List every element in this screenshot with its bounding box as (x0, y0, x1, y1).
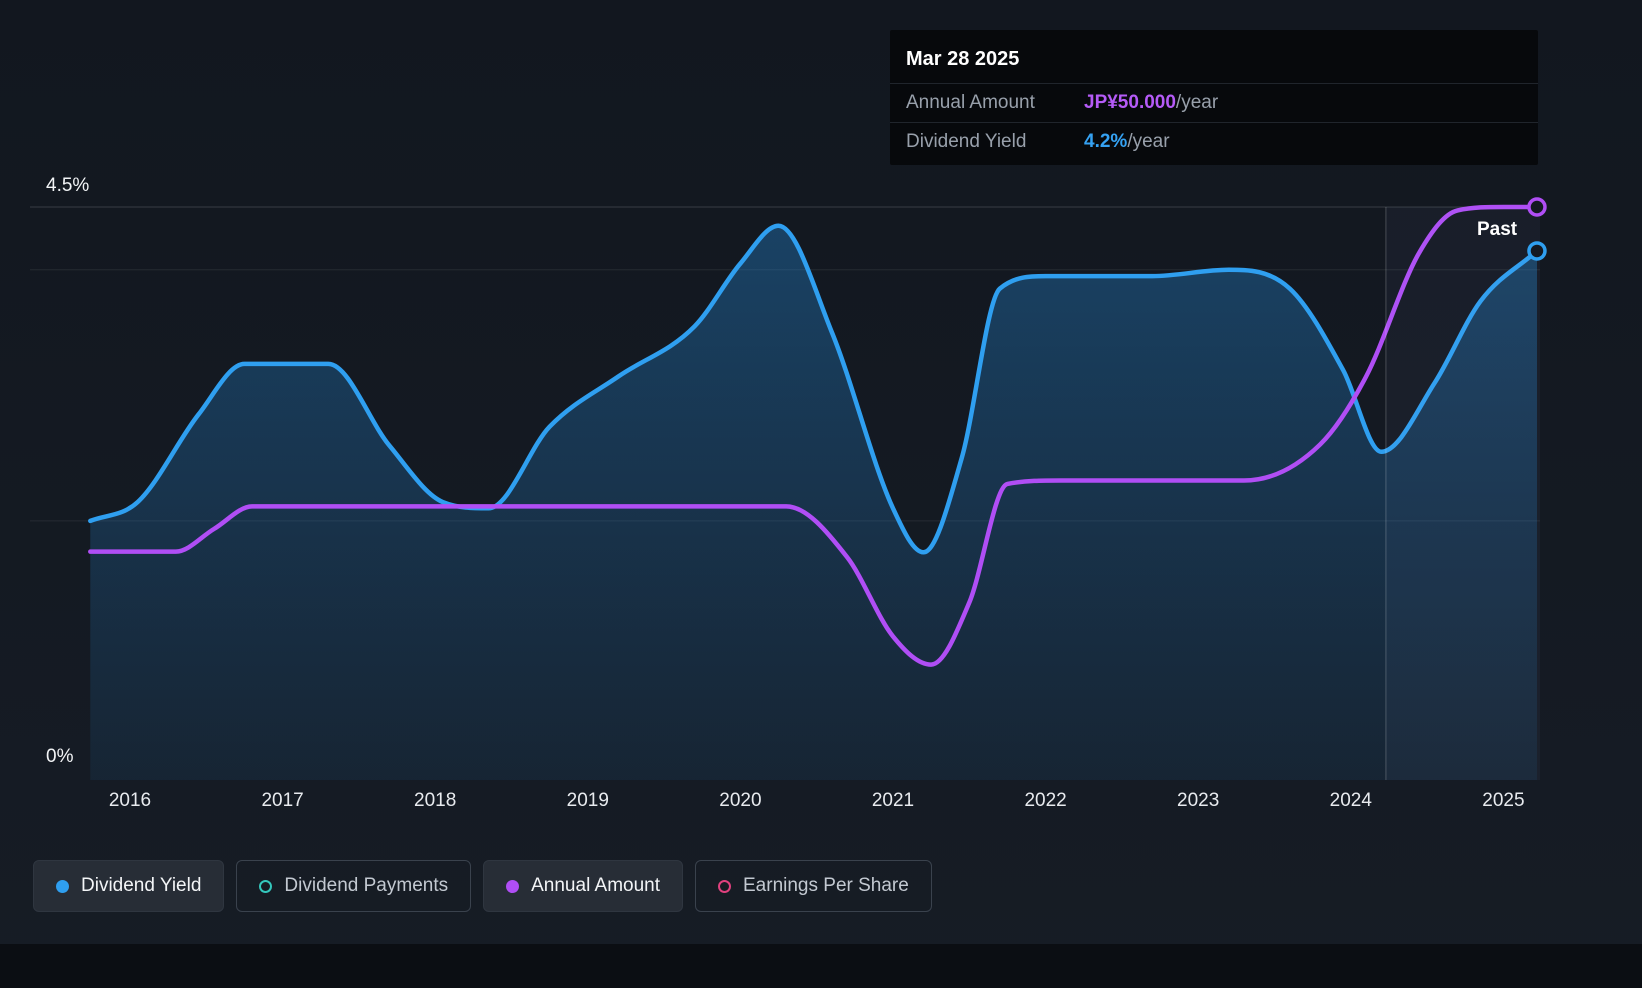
x-axis-label: 2017 (261, 790, 304, 811)
annual-amount-line (88, 204, 1540, 667)
annual-amount-dot-icon (506, 879, 520, 893)
x-axis-label: 2025 (1482, 790, 1525, 811)
dividend-yield-dot-icon (56, 879, 69, 893)
chart-legend: Dividend Yield Dividend Payments Annual Am… (33, 860, 932, 912)
tooltip-value: JP¥50.000 (1084, 92, 1176, 113)
x-axis-label: 2023 (1177, 790, 1220, 811)
x-axis-label: 2020 (719, 790, 762, 811)
legend-label: Dividend Payments (284, 875, 449, 896)
x-axis-label: 2021 (871, 790, 915, 811)
footer-strip (0, 944, 1642, 988)
tooltip-suffix: /year (1127, 131, 1170, 152)
legend-item-annual-amount[interactable]: Annual Amount (483, 860, 683, 912)
dividend-yield-area (90, 225, 1537, 781)
dividend-yield-endpoint-marker (1527, 241, 1547, 261)
legend-label: Earnings Per Share (743, 875, 909, 896)
annual-amount-endpoint-marker (1527, 197, 1547, 217)
dividend-payments-dot-icon (259, 879, 273, 893)
tooltip-label: Annual Amount (906, 92, 1035, 113)
legend-label: Annual Amount (531, 875, 660, 896)
chart-canvas[interactable] (0, 0, 1642, 800)
legend-item-earnings-per-share[interactable]: Earnings Per Share (695, 860, 932, 912)
x-axis-label: 2024 (1329, 790, 1372, 811)
tooltip-row-dividend-yield: Dividend Yield 4.2% /year (890, 122, 1538, 161)
dividend-yield-line (88, 223, 1540, 555)
y-axis-min-label: 0% (46, 746, 74, 767)
tooltip-label: Dividend Yield (906, 131, 1027, 152)
legend-item-dividend-yield[interactable]: Dividend Yield (33, 860, 225, 912)
x-axis-label: 2022 (1024, 790, 1067, 811)
x-axis-label: 2019 (566, 790, 609, 811)
chart-tooltip: Mar 28 2025 Annual Amount JP¥50.000 /yea… (890, 30, 1538, 165)
future-region (1385, 207, 1540, 780)
tooltip-value: 4.2% (1084, 131, 1128, 152)
legend-label: Dividend Yield (81, 875, 202, 896)
x-axis-label: 2018 (414, 790, 457, 811)
tooltip-date: Mar 28 2025 (906, 48, 1020, 70)
legend-item-dividend-payments[interactable]: Dividend Payments (236, 860, 472, 912)
y-axis-max-label: 4.5% (46, 175, 90, 196)
tooltip-row-annual-amount: Annual Amount JP¥50.000 /year (890, 83, 1538, 122)
tooltip-suffix: /year (1175, 92, 1219, 113)
earnings-per-share-dot-icon (718, 879, 731, 893)
x-axis-label: 2016 (108, 790, 152, 811)
past-label: Past (1477, 219, 1518, 240)
